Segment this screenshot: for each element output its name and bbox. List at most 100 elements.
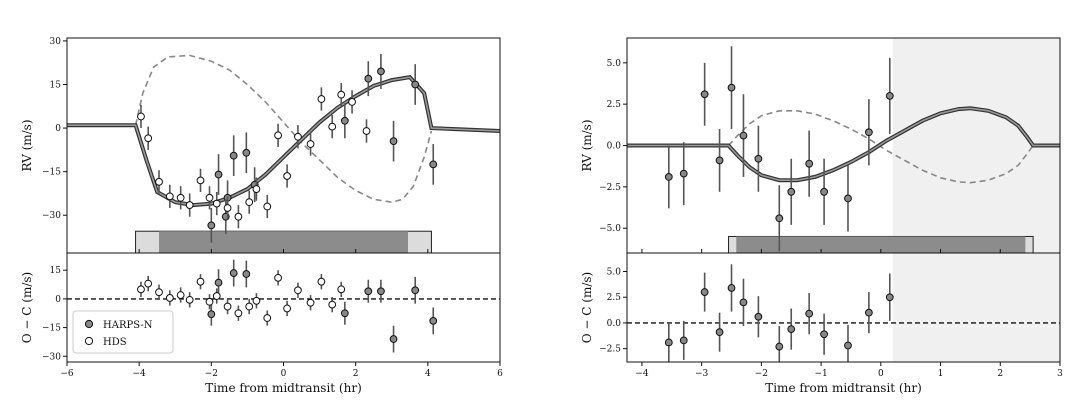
y-tick-label: −15: [42, 324, 61, 334]
rv-point-harps-n: [775, 185, 784, 252]
residual-point-harps-n: [820, 313, 828, 355]
rv-point-harps-n: [700, 62, 709, 126]
data-marker: [820, 187, 828, 196]
x-tick-label: −2: [205, 369, 218, 379]
residual-point-harps-n: [229, 259, 238, 287]
data-marker: [864, 308, 873, 317]
y-axis-label-rv: RV (m/s): [580, 119, 594, 171]
rv-point-hds: [176, 186, 185, 210]
data-marker: [337, 90, 346, 99]
data-marker: [212, 199, 221, 208]
y-tick-label: 15: [50, 266, 62, 276]
x-tick-label: 2: [997, 369, 1003, 379]
data-marker: [317, 277, 326, 286]
data-marker: [229, 269, 238, 277]
x-tick-label: −4: [133, 369, 147, 379]
rv-point-hds: [274, 123, 282, 147]
chart-panel-right: −4 −3 −2 −1 0 1 2 3 5.0 2.5 0.0 −2.5 −5.0 5.0 2.5 0.0 −2…: [580, 37, 1063, 395]
residual-point-harps-n: [364, 279, 373, 303]
model-curve-dashed: [134, 54, 433, 204]
residual-point-harps-n: [844, 324, 852, 362]
model-curve-dashed: [727, 110, 1034, 184]
data-marker: [328, 300, 337, 309]
data-marker: [700, 90, 709, 99]
data-marker: [283, 304, 292, 313]
data-marker: [337, 285, 346, 294]
residual-point-hds: [196, 274, 205, 290]
data-marker: [214, 278, 223, 287]
data-marker: [274, 273, 282, 282]
y-tick-label: 2.5: [607, 100, 622, 110]
data-marker: [754, 312, 763, 321]
rv-point-hds: [234, 205, 243, 229]
rv-point-hds: [144, 126, 153, 150]
data-marker: [739, 131, 748, 140]
data-marker: [727, 83, 736, 92]
rv-point-harps-n: [207, 207, 216, 243]
rv-point-harps-n: [377, 53, 385, 89]
transit-bar-inner: [159, 231, 408, 253]
rv-point-harps-n: [885, 57, 894, 134]
data-marker: [245, 198, 254, 207]
x-tick-label: −2: [755, 369, 768, 379]
shaded-region-bottom: [892, 253, 1060, 362]
data-marker: [155, 288, 163, 297]
rv-point-hds: [252, 177, 261, 201]
y-axis-label-residual: O − C (m/s): [20, 272, 34, 343]
data-marker: [820, 330, 828, 339]
data-marker: [377, 287, 385, 296]
data-marker: [185, 295, 194, 304]
rv-point-harps-n: [389, 120, 398, 162]
data-marker: [844, 341, 852, 350]
data-marker: [844, 194, 852, 203]
residual-point-harps-n: [700, 272, 709, 312]
data-marker: [377, 67, 385, 76]
rv-point-harps-n: [429, 144, 438, 185]
y-tick-label: −30: [42, 352, 61, 362]
legend-marker: [84, 319, 94, 329]
x-tick-label: 0: [281, 369, 287, 379]
y-axis-label-rv: RV (m/s): [20, 119, 34, 171]
data-marker: [242, 270, 251, 278]
data-marker: [727, 284, 736, 292]
model-layer: [627, 106, 1060, 184]
x-tick-label: 1: [938, 369, 944, 379]
rv-point-harps-n: [679, 142, 688, 206]
residual-points: [664, 264, 894, 362]
rv-point-hds: [137, 104, 145, 129]
residual-point-hds: [137, 281, 145, 297]
data-marker: [165, 192, 174, 201]
rv-point-harps-n: [754, 125, 763, 192]
data-marker: [679, 169, 688, 178]
rv-point-hds: [223, 196, 232, 220]
y-tick-label: 5.0: [607, 268, 622, 278]
y-tick-label: 5.0: [607, 59, 622, 69]
data-marker: [176, 291, 185, 299]
y-tick-label: 0.0: [607, 142, 622, 152]
data-marker: [411, 80, 420, 89]
rv-point-harps-n: [214, 154, 223, 195]
data-marker: [214, 170, 223, 179]
y-tick-label: −15: [42, 168, 61, 178]
rv-point-harps-n: [664, 145, 673, 209]
data-marker: [864, 128, 873, 137]
y-tick-label: 2.5: [607, 293, 622, 303]
rv-point-harps-n: [844, 165, 852, 232]
y-tick-label: −5.0: [599, 224, 621, 234]
residual-points: [137, 259, 438, 353]
x-tick-label: −6: [60, 369, 74, 379]
data-marker: [364, 74, 373, 83]
data-marker: [176, 193, 185, 202]
data-marker: [429, 316, 438, 325]
rv-point-harps-n: [820, 158, 828, 225]
x-tick-label: 6: [497, 369, 503, 379]
rv-point-hds: [205, 186, 214, 210]
data-marker: [715, 328, 724, 337]
y-tick-label: 30: [50, 37, 62, 47]
residual-point-harps-n: [805, 293, 814, 335]
data-marker: [294, 286, 302, 295]
legend-label: HDS: [103, 337, 127, 348]
data-marker: [252, 185, 261, 193]
rv-point-hds: [185, 193, 194, 217]
legend-box: [72, 310, 174, 354]
